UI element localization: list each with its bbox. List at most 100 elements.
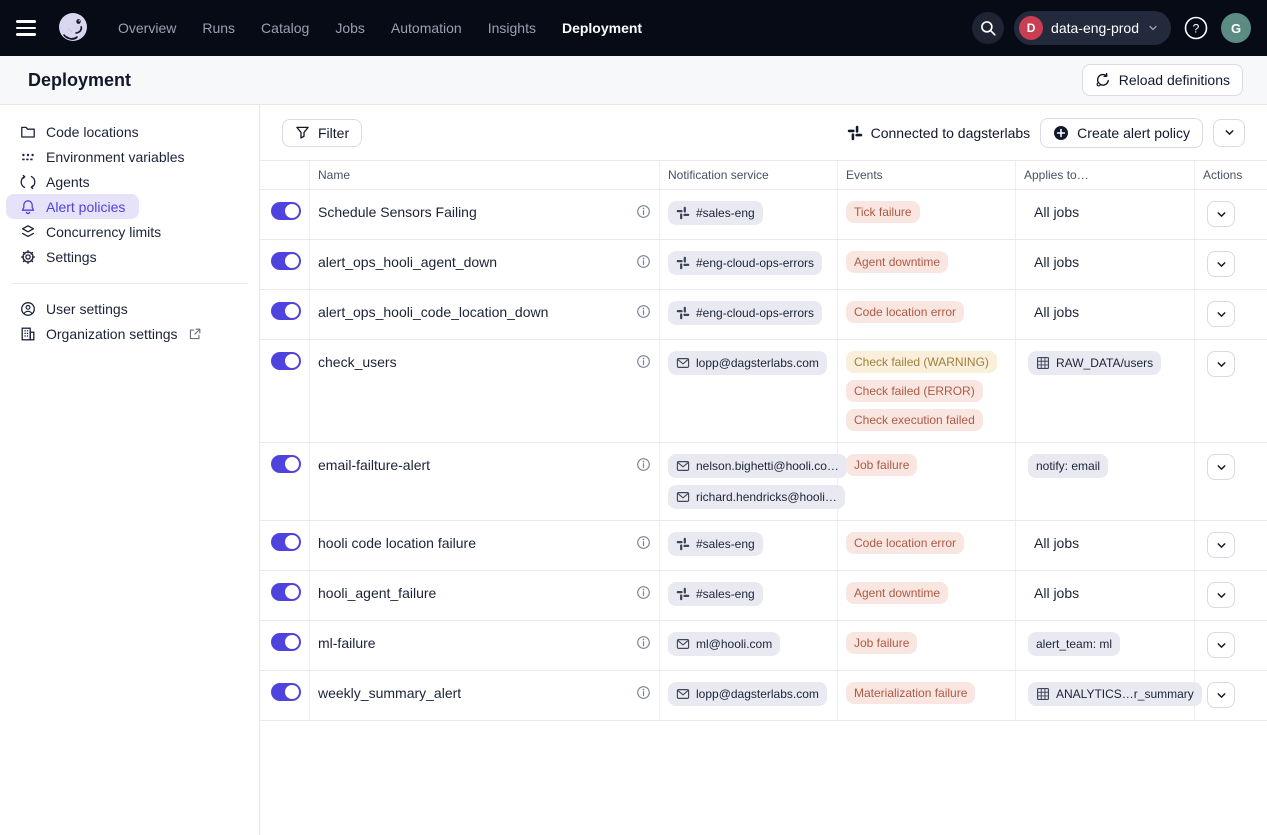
nav-item-catalog[interactable]: Catalog (261, 20, 309, 36)
toggle-cell (260, 190, 310, 239)
create-alert-policy-button[interactable]: Create alert policy (1040, 118, 1203, 148)
mail-icon (676, 356, 690, 370)
chevron-down-icon (1215, 308, 1228, 321)
name-cell: ml-failure (310, 621, 660, 670)
toggle-cell (260, 240, 310, 289)
create-alert-policy-label: Create alert policy (1077, 125, 1190, 141)
row-actions-button[interactable] (1207, 582, 1235, 608)
column-header-events: Events (838, 161, 1016, 189)
sidebar-item-environment-variables[interactable]: Environment variables (6, 144, 199, 169)
chevron-down-icon (1215, 461, 1228, 474)
policy-enabled-toggle[interactable] (271, 302, 301, 320)
create-alert-policy-menu-button[interactable] (1213, 119, 1245, 147)
policy-enabled-toggle[interactable] (271, 252, 301, 270)
event-badge: Check execution failed (846, 409, 983, 431)
applies-to-cell: ANALYTICS…r_summary (1016, 671, 1195, 720)
sidebar-item-user-settings[interactable]: User settings (6, 296, 142, 321)
column-header-toggle (260, 161, 310, 189)
notification-service-label: #sales-eng (696, 537, 755, 551)
row-actions-button[interactable] (1207, 454, 1235, 480)
sidebar-item-agents[interactable]: Agents (6, 169, 104, 194)
search-button[interactable] (972, 12, 1004, 44)
event-badge: Check failed (WARNING) (846, 351, 997, 373)
name-cell: weekly_summary_alert (310, 671, 660, 720)
folder-icon (20, 124, 36, 140)
info-icon[interactable] (636, 251, 651, 269)
nav-item-automation[interactable]: Automation (391, 20, 462, 36)
policy-enabled-toggle[interactable] (271, 455, 301, 473)
policy-enabled-toggle[interactable] (271, 352, 301, 370)
sidebar-item-label: User settings (46, 301, 128, 317)
mail-icon (676, 490, 690, 504)
info-icon[interactable] (636, 582, 651, 600)
nav-item-jobs[interactable]: Jobs (335, 20, 365, 36)
deployment-sidebar: Code locationsEnvironment variables Agent… (0, 105, 260, 835)
hamburger-menu-icon[interactable] (16, 16, 40, 40)
reload-definitions-button[interactable]: Reload definitions (1082, 64, 1243, 96)
column-header-name: Name (310, 161, 660, 189)
sidebar-divider (12, 283, 247, 284)
filter-button[interactable]: Filter (282, 119, 362, 147)
nav-item-runs[interactable]: Runs (202, 20, 235, 36)
sidebar-item-label: Concurrency limits (46, 224, 161, 240)
event-badge: Tick failure (846, 201, 920, 223)
row-actions-button[interactable] (1207, 251, 1235, 277)
notification-service-label: #eng-cloud-ops-errors (696, 256, 814, 270)
applies-to-label: RAW_DATA/users (1056, 356, 1153, 370)
alert-policies-main: Filter Connected to dagsterlabs Create a… (260, 105, 1267, 835)
chevron-down-icon (1147, 22, 1159, 34)
asset-table-icon (1036, 356, 1050, 370)
notification-service-chip: nelson.bighetti@hooli.co… (668, 454, 847, 478)
nav-item-overview[interactable]: Overview (118, 20, 176, 36)
help-button[interactable]: ? (1181, 13, 1211, 43)
policy-name: Schedule Sensors Failing (318, 201, 477, 220)
nav-item-insights[interactable]: Insights (488, 20, 536, 36)
alert-policy-row: check_userslopp@dagsterlabs.comCheck fai… (260, 340, 1267, 443)
row-actions-button[interactable] (1207, 682, 1235, 708)
row-actions-button[interactable] (1207, 532, 1235, 558)
env-vars-icon (20, 149, 36, 165)
sidebar-item-alert-policies[interactable]: Alert policies (6, 194, 139, 219)
column-header-actions: Actions (1195, 161, 1267, 189)
row-actions-button[interactable] (1207, 301, 1235, 327)
sidebar-item-concurrency-limits[interactable]: Concurrency limits (6, 219, 175, 244)
info-icon[interactable] (636, 351, 651, 369)
notification-service-label: lopp@dagsterlabs.com (696, 687, 819, 701)
info-icon[interactable] (636, 201, 651, 219)
info-icon[interactable] (636, 301, 651, 319)
toggle-cell (260, 443, 310, 520)
sidebar-item-label: Alert policies (46, 199, 125, 215)
applies-to-cell: alert_team: ml (1016, 621, 1195, 670)
policy-enabled-toggle[interactable] (271, 683, 301, 701)
policy-enabled-toggle[interactable] (271, 202, 301, 220)
policy-enabled-toggle[interactable] (271, 533, 301, 551)
row-actions-button[interactable] (1207, 632, 1235, 658)
info-icon[interactable] (636, 532, 651, 550)
notification-service-label: #sales-eng (696, 206, 755, 220)
info-icon[interactable] (636, 454, 651, 472)
applies-to-chip: alert_team: ml (1028, 632, 1120, 656)
row-actions-button[interactable] (1207, 201, 1235, 227)
nav-item-deployment[interactable]: Deployment (562, 20, 642, 36)
page-header: Deployment Reload definitions (0, 56, 1267, 105)
event-badge: Code location error (846, 532, 964, 554)
actions-cell (1195, 340, 1267, 442)
sidebar-item-label: Agents (46, 174, 90, 190)
policy-enabled-toggle[interactable] (271, 583, 301, 601)
row-actions-button[interactable] (1207, 351, 1235, 377)
deployment-switcher[interactable]: D data-eng-prod (1014, 11, 1171, 45)
sidebar-item-code-locations[interactable]: Code locations (6, 119, 153, 144)
events-cell: Agent downtime (838, 240, 1016, 289)
info-icon[interactable] (636, 632, 651, 650)
sidebar-item-settings[interactable]: Settings (6, 244, 111, 269)
policy-enabled-toggle[interactable] (271, 633, 301, 651)
dagster-logo-icon[interactable] (54, 9, 92, 47)
bell-icon (20, 199, 36, 215)
user-avatar[interactable]: G (1221, 13, 1251, 43)
events-cell: Job failure (838, 621, 1016, 670)
actions-cell (1195, 443, 1267, 520)
sidebar-item-organization-settings[interactable]: Organization settings (6, 321, 216, 346)
applies-to-label: ANALYTICS…r_summary (1056, 687, 1194, 701)
top-nav-bar: Overview Runs Catalog Jobs Automation Insight… (0, 0, 1267, 56)
info-icon[interactable] (636, 682, 651, 700)
